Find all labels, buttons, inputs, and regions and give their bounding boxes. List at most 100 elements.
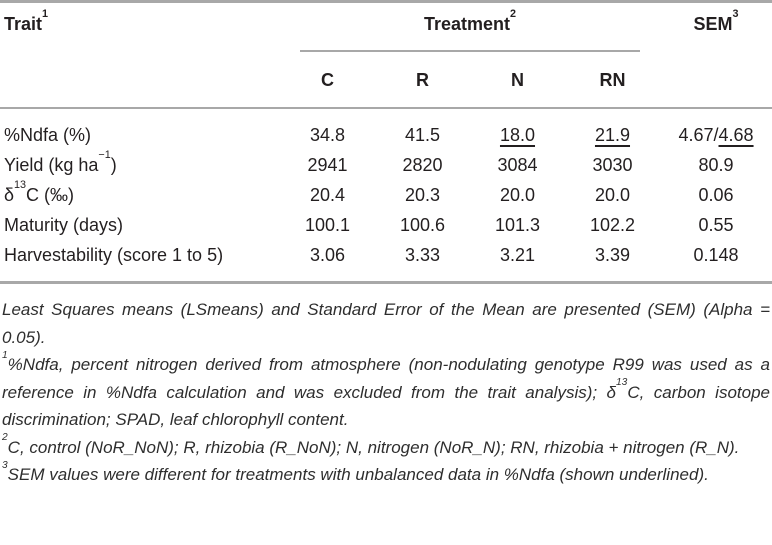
footnote-sup: 3 [2,459,8,471]
sem-value-text: 0.148 [693,244,739,265]
value-text: 101.3 [494,214,541,235]
value-text: 3.33 [404,244,441,265]
trait-label-text: δ [4,184,15,205]
value-cell: 3030 [565,155,660,176]
value-cell: 100.1 [280,215,375,236]
treatment-column-header-c: C [321,69,334,90]
table-bottom-rule [0,281,772,284]
value-text: 20.0 [499,184,536,205]
value-cell: 20.0 [470,185,565,206]
table-row: δ13C (‰) 20.4 20.3 20.0 20.0 0.06 [0,179,772,210]
table-row: Yield (kg ha−1) 2941 2820 3084 3030 80.9 [0,149,772,180]
table-body: %Ndfa (%) 34.8 41.5 18.0 21.9 4.67/4.68 Yield … [0,109,772,281]
value-cell: 41.5 [375,125,470,146]
footnote: 2C, control (NoR_NoN); R, rhizobia (R_No… [2,432,770,462]
value-cell: 20.3 [375,185,470,206]
value-cell: 18.0 [470,125,565,146]
value-cell: 3.21 [470,245,565,266]
footnote-sup: 2 [2,432,8,444]
trait-cell: Yield (kg ha−1) [0,149,280,176]
value-cell: 3.39 [565,245,660,266]
treatment-header-footnote-marker: 2 [510,8,517,21]
trait-label-text: Yield (kg ha [4,154,99,175]
treatment-group-header: Treatment2 [280,9,660,53]
footnote-text: C, carbon isotope discrimination; SPAD, … [2,382,770,430]
footnote-text: Least Squares means (LSmeans) and Standa… [2,300,770,347]
value-cell: 34.8 [280,125,375,146]
treatment-subheader-row: C R N RN [0,53,772,107]
value-text: 3084 [497,154,538,175]
treatment-column-header-n: N [511,69,524,90]
value-text: 18.0 [499,124,536,145]
treatment-header-label: Treatment [423,14,510,34]
footnote-text: %Ndfa, percent nitrogen derived from atm… [2,355,770,402]
trait-header-footnote-marker: 1 [42,8,49,21]
table-header-separator-rule [0,107,772,109]
value-cell: 21.9 [565,125,660,146]
sem-cell: 4.67/4.68 [660,125,772,146]
value-text: 100.1 [304,214,351,235]
table-row: Harvestability (score 1 to 5) 3.06 3.33 3.2… [0,240,772,270]
sem-value-text: 0.06 [698,184,734,205]
paper-table-figure: Trait1 Treatment2 SEM3 C R N RN %Ndfa (%) 34… [0,0,772,489]
footnote-sup: 1 [2,349,8,361]
trait-label-text: %Ndfa (%) [4,124,92,145]
value-text: 41.5 [404,124,441,145]
treatment-group-underline [300,50,640,52]
table-row: %Ndfa (%) 34.8 41.5 18.0 21.9 4.67/4.68 [0,120,772,150]
trait-header-label: Trait [4,14,43,34]
footnote: 1%Ndfa, percent nitrogen derived from at… [2,349,770,434]
value-text: 100.6 [399,214,446,235]
value-cell: 3.06 [280,245,375,266]
trait-label-sup: 13 [14,178,27,191]
value-cell: 20.0 [565,185,660,206]
sem-cell: 0.55 [660,215,772,236]
footnote-text: C, control (NoR_NoN); R, rhizobia (R_NoN… [7,437,740,457]
sem-value-text: 80.9 [698,154,734,175]
footnote: Least Squares means (LSmeans) and Standa… [2,296,770,351]
trait-label-text: Harvestability (score 1 to 5) [4,244,224,265]
trait-cell: Maturity (days) [0,215,280,236]
trait-column-header: Trait1 [0,9,280,53]
trait-cell: %Ndfa (%) [0,125,280,146]
value-cell: 102.2 [565,215,660,236]
value-cell: 2820 [375,155,470,176]
footnote: 3SEM values were different for treatment… [2,459,770,489]
sem-value-text: 4.67/ [678,124,719,145]
value-cell: 101.3 [470,215,565,236]
table-top-rule [0,0,772,3]
treatment-column-header-r: R [416,69,429,90]
value-text: 21.9 [594,124,631,145]
footnote-text: SEM values were different for treatments… [7,465,709,484]
trait-cell: Harvestability (score 1 to 5) [0,245,280,266]
trait-label-text: ) [110,154,117,175]
value-text: 3030 [592,154,633,175]
value-text: 20.0 [594,184,631,205]
value-text: 3.06 [309,244,346,265]
sem-value-text: 0.55 [698,214,734,235]
sem-cell: 0.148 [660,245,772,266]
table-row: Maturity (days) 100.1 100.6 101.3 102.2 0.55 [0,210,772,240]
value-cell: 3.33 [375,245,470,266]
sem-cell: 0.06 [660,185,772,206]
value-cell: 3084 [470,155,565,176]
trait-cell: δ13C (‰) [0,179,280,206]
trait-label-text: Maturity (days) [4,214,124,235]
value-text: 3.39 [594,244,631,265]
trait-label-text: C (‰) [26,184,75,205]
footnote-sup: 13 [615,377,628,389]
table-header-row: Trait1 Treatment2 SEM3 [0,3,772,53]
sem-value-text: 4.68 [718,124,754,145]
sem-column-header: SEM3 [660,9,772,53]
value-cell: 2941 [280,155,375,176]
value-cell: 20.4 [280,185,375,206]
value-text: 20.4 [309,184,346,205]
sem-header-label: SEM [693,14,733,34]
value-text: 20.3 [404,184,441,205]
value-text: 2941 [307,154,348,175]
table-footnotes: Least Squares means (LSmeans) and Standa… [0,284,772,489]
value-text: 2820 [402,154,443,175]
sem-header-footnote-marker: 3 [732,8,739,21]
value-text: 102.2 [589,214,636,235]
trait-label-sup: −1 [98,148,111,161]
